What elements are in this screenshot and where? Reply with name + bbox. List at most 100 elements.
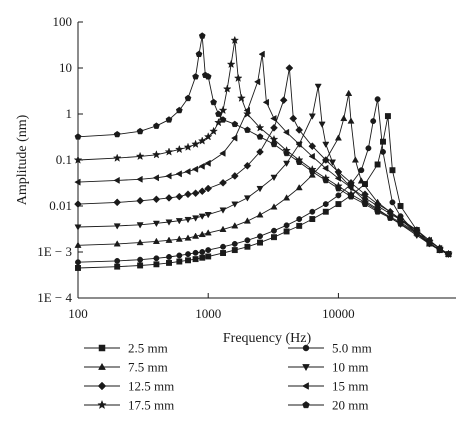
data-point-2-5mm xyxy=(335,201,342,208)
data-point-5-0mm xyxy=(358,167,365,174)
data-point-7-5mm xyxy=(231,222,239,229)
data-point-12-5mm xyxy=(295,126,304,134)
data-point-12-5mm xyxy=(230,172,239,180)
data-point-5-0mm xyxy=(322,201,329,208)
data-point-15mm xyxy=(165,172,172,180)
data-point-20mm xyxy=(270,140,278,148)
data-point-2-5mm xyxy=(374,161,381,168)
data-point-5-0mm xyxy=(231,240,238,247)
data-point-12-5mm xyxy=(113,198,122,207)
data-point-12-5mm xyxy=(184,190,192,199)
data-point-5-0mm xyxy=(389,199,396,206)
data-point-5-0mm xyxy=(380,148,386,155)
data-point-12-5mm xyxy=(289,114,298,123)
data-point-20mm xyxy=(210,98,217,106)
data-point-5-0mm xyxy=(296,216,303,223)
y-tick-label: 100 xyxy=(53,14,73,29)
data-point-10mm xyxy=(314,83,322,91)
data-point-2-5mm xyxy=(322,208,329,215)
data-point-5-0mm xyxy=(220,243,226,250)
legend-label: 12.5 mm xyxy=(128,379,174,394)
data-point-17-5mm xyxy=(197,136,207,145)
data-point-12-5mm xyxy=(219,178,227,187)
axes: 100 10 1 0.1 0.01 1E − 3 1E − 4 100 1000 10000 xyxy=(37,14,456,321)
data-point-17-5mm xyxy=(164,147,174,156)
data-point-20mm xyxy=(74,133,82,140)
series-15mm xyxy=(74,50,451,258)
data-point-2-5mm xyxy=(384,113,391,120)
data-point-2-5mm xyxy=(114,263,121,270)
data-point-7-5mm xyxy=(270,203,278,210)
data-point-7-5mm xyxy=(308,171,316,178)
y-tick-label: 1 xyxy=(66,106,73,121)
data-point-2-5mm xyxy=(380,138,386,145)
legend-item: 2.5 mm xyxy=(84,341,168,356)
y-tick-label: 10 xyxy=(59,60,72,75)
data-point-5-0mm xyxy=(257,233,263,240)
data-point-17-5mm xyxy=(233,73,243,83)
legend-item: 7.5 mm xyxy=(84,360,168,375)
data-point-10mm xyxy=(74,224,82,231)
data-point-20mm xyxy=(219,116,227,123)
data-point-7-5mm xyxy=(192,232,200,239)
data-point-15mm xyxy=(204,159,211,167)
data-point-15mm xyxy=(334,174,341,182)
data-point-2-5mm xyxy=(192,256,199,263)
data-point-12-5mm xyxy=(175,192,184,201)
data-point-10mm xyxy=(328,159,337,166)
legend-marker xyxy=(301,382,309,390)
data-point-2-5mm xyxy=(153,261,160,268)
data-point-5-0mm xyxy=(283,222,290,229)
data-point-10mm xyxy=(283,160,291,168)
data-point-20mm xyxy=(426,239,433,246)
data-point-12-5mm xyxy=(198,187,207,196)
data-point-15mm xyxy=(347,184,354,192)
data-point-7-5mm xyxy=(198,230,206,238)
data-point-10mm xyxy=(308,113,316,120)
data-point-5-0mm xyxy=(137,256,144,263)
data-point-7-5mm xyxy=(243,217,251,224)
data-point-7-5mm xyxy=(204,229,212,236)
data-point-20mm xyxy=(374,208,381,215)
data-point-20mm xyxy=(244,126,251,133)
data-point-10mm xyxy=(243,195,251,202)
data-point-10mm xyxy=(322,141,330,149)
data-point-20mm xyxy=(195,50,203,58)
legend-item: 20 mm xyxy=(288,398,368,413)
y-tick-label: 1E − 3 xyxy=(37,244,72,259)
data-point-7-5mm xyxy=(283,194,291,201)
y-ticks: 100 10 1 0.1 0.01 1E − 3 1E − 4 xyxy=(37,14,83,305)
data-point-2-5mm xyxy=(166,259,172,266)
data-point-15mm xyxy=(184,168,191,176)
data-point-12-5mm xyxy=(152,195,161,204)
data-point-12-5mm xyxy=(243,161,252,170)
data-point-12-5mm xyxy=(165,194,173,202)
data-point-7-5mm xyxy=(74,241,82,248)
legend-item: 15 mm xyxy=(288,379,368,394)
data-point-17-5mm xyxy=(209,126,219,136)
data-point-10mm xyxy=(318,121,326,128)
data-point-5-0mm xyxy=(176,252,183,259)
data-point-17-5mm xyxy=(135,151,145,161)
data-point-7-5mm xyxy=(357,177,365,184)
data-point-2-5mm xyxy=(283,228,290,235)
legend-marker xyxy=(98,362,106,370)
data-point-20mm xyxy=(413,230,421,237)
data-point-20mm xyxy=(397,220,404,227)
data-point-15mm xyxy=(295,140,302,148)
data-point-17-5mm xyxy=(218,105,228,115)
data-point-20mm xyxy=(308,167,316,175)
legend-label: 10 mm xyxy=(332,360,368,375)
data-point-10mm xyxy=(136,222,144,229)
data-point-20mm xyxy=(361,200,369,207)
series-layer xyxy=(73,32,453,271)
data-point-20mm xyxy=(335,184,342,192)
data-point-5-0mm xyxy=(75,259,81,266)
legend-label: 2.5 mm xyxy=(128,341,168,356)
data-point-7-5mm xyxy=(334,134,342,141)
data-point-20mm xyxy=(215,110,222,117)
data-point-15mm xyxy=(136,175,143,183)
data-point-2-5mm xyxy=(389,167,396,174)
data-point-10mm xyxy=(175,218,183,225)
data-point-7-5mm xyxy=(340,114,348,122)
